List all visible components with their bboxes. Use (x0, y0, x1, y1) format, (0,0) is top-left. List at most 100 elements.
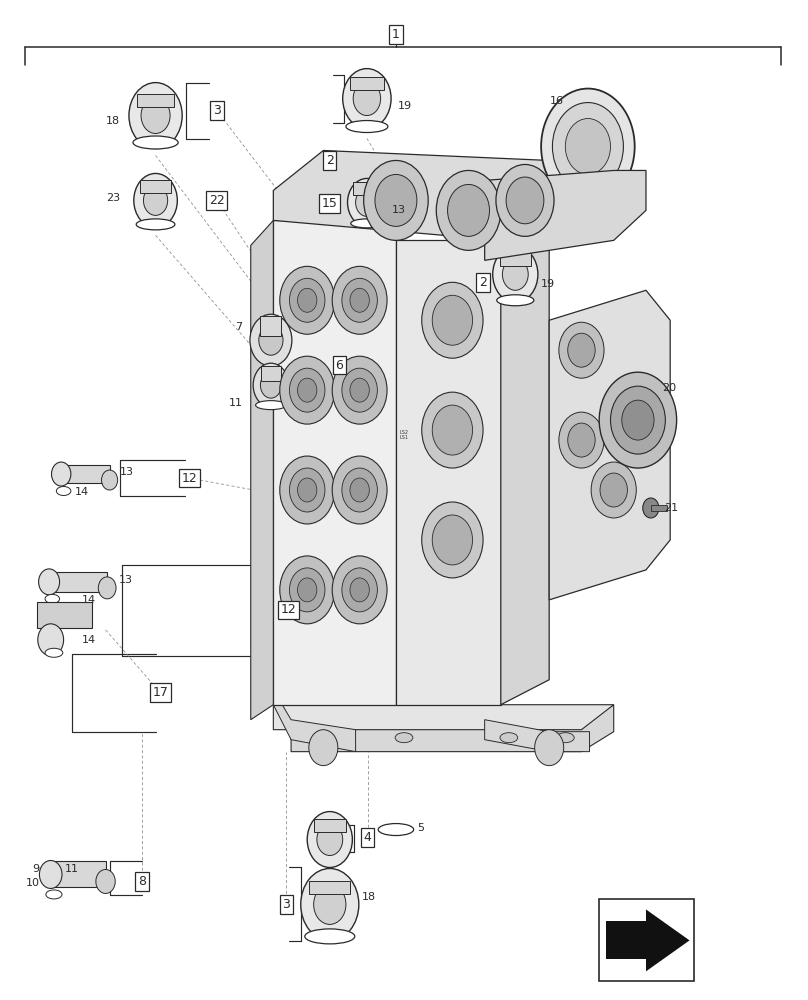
Bar (600, 899, 694, 981)
Bar (260, 316, 281, 336)
Circle shape (332, 356, 387, 424)
Circle shape (309, 730, 338, 766)
Bar (606, 921, 646, 959)
Text: 12: 12 (280, 603, 297, 616)
Circle shape (622, 400, 654, 440)
Circle shape (280, 356, 335, 424)
Bar (141, 180, 170, 193)
Text: 9: 9 (32, 864, 40, 874)
Circle shape (129, 83, 182, 148)
Ellipse shape (497, 295, 534, 306)
Text: 8: 8 (138, 875, 146, 888)
Circle shape (350, 578, 369, 602)
Polygon shape (291, 705, 614, 752)
Text: 22: 22 (209, 194, 225, 207)
Ellipse shape (255, 401, 286, 410)
Circle shape (342, 368, 377, 412)
Polygon shape (273, 220, 396, 705)
Circle shape (642, 498, 659, 518)
Text: 14: 14 (75, 487, 89, 497)
Circle shape (250, 314, 292, 366)
Bar (499, 253, 531, 266)
Polygon shape (273, 690, 356, 752)
Text: 4: 4 (364, 831, 372, 844)
Polygon shape (396, 240, 501, 705)
Polygon shape (549, 290, 670, 600)
Text: 18: 18 (106, 116, 120, 126)
Ellipse shape (45, 648, 63, 657)
Circle shape (535, 730, 564, 766)
Circle shape (52, 462, 71, 486)
Text: 14: 14 (82, 595, 95, 605)
Text: 21: 21 (663, 503, 678, 513)
Circle shape (40, 860, 62, 888)
Circle shape (289, 368, 325, 412)
Circle shape (314, 884, 346, 924)
Circle shape (301, 868, 359, 940)
Text: LS2
LS1: LS2 LS1 (399, 430, 409, 440)
Ellipse shape (305, 929, 355, 944)
Polygon shape (250, 220, 273, 720)
Circle shape (289, 278, 325, 322)
Text: 13: 13 (392, 205, 406, 215)
Circle shape (297, 288, 317, 312)
Circle shape (350, 378, 369, 402)
Text: 3: 3 (282, 898, 290, 911)
Bar (137, 94, 175, 107)
Ellipse shape (46, 890, 62, 899)
Text: 23: 23 (106, 193, 120, 203)
Ellipse shape (133, 136, 178, 149)
Ellipse shape (500, 733, 518, 743)
Bar (51, 861, 106, 887)
Ellipse shape (137, 219, 175, 230)
Text: 14: 14 (82, 635, 95, 645)
Text: 10: 10 (25, 878, 40, 888)
Ellipse shape (378, 824, 414, 836)
Bar (314, 819, 346, 832)
Text: 5: 5 (417, 823, 424, 833)
Text: 13: 13 (120, 467, 134, 477)
Polygon shape (485, 720, 590, 752)
Circle shape (600, 473, 628, 507)
Circle shape (375, 174, 417, 226)
Circle shape (343, 69, 391, 129)
Circle shape (297, 578, 317, 602)
Text: 1: 1 (392, 28, 400, 41)
Bar (261, 366, 280, 381)
Polygon shape (485, 170, 646, 260)
Polygon shape (646, 909, 689, 971)
Text: 12: 12 (182, 472, 197, 485)
Polygon shape (273, 705, 614, 730)
Circle shape (280, 556, 335, 624)
Circle shape (289, 468, 325, 512)
Circle shape (134, 173, 177, 227)
Text: 7: 7 (236, 322, 242, 332)
Bar (650, 505, 667, 511)
Circle shape (350, 478, 369, 502)
Circle shape (611, 386, 665, 454)
Circle shape (568, 333, 595, 367)
Circle shape (566, 119, 611, 174)
Polygon shape (501, 190, 549, 705)
Ellipse shape (45, 594, 60, 603)
Ellipse shape (351, 219, 383, 228)
Text: 20: 20 (662, 383, 676, 393)
Text: 15: 15 (322, 197, 338, 210)
Text: 6: 6 (335, 359, 343, 372)
Circle shape (496, 164, 554, 236)
Text: 16: 16 (549, 96, 564, 106)
Circle shape (144, 185, 168, 215)
Text: 2: 2 (326, 154, 334, 167)
Circle shape (297, 478, 317, 502)
Circle shape (259, 325, 283, 355)
Circle shape (353, 82, 381, 116)
Circle shape (289, 568, 325, 612)
Circle shape (347, 178, 386, 226)
Circle shape (356, 188, 378, 216)
Circle shape (99, 577, 116, 599)
Circle shape (260, 372, 281, 398)
Circle shape (432, 295, 473, 345)
Text: 2: 2 (479, 276, 487, 289)
Text: 19: 19 (398, 101, 411, 111)
Polygon shape (273, 150, 549, 240)
